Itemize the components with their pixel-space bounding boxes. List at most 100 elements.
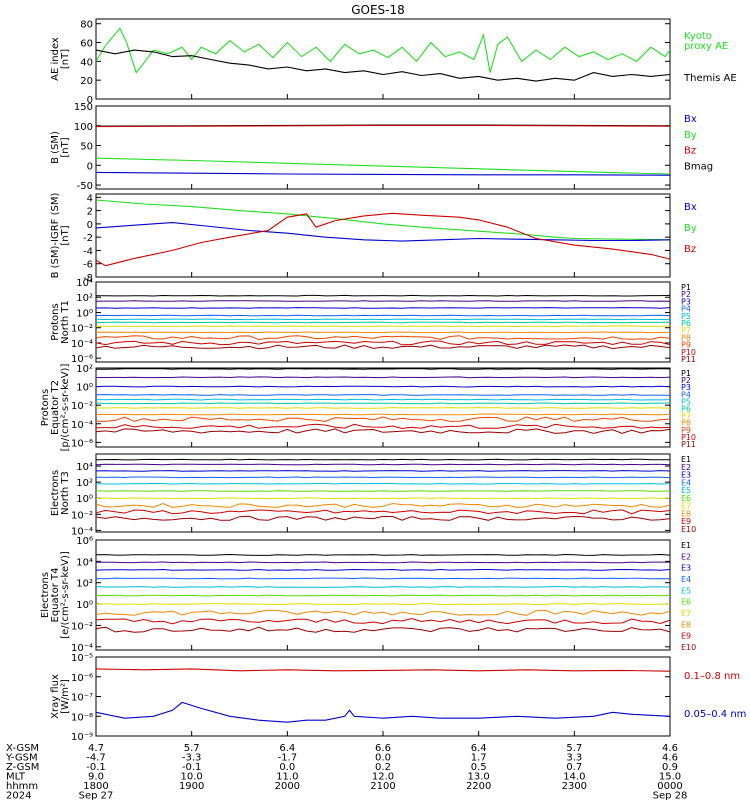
series-line: [95, 318, 671, 321]
legend-label: P3: [681, 383, 691, 392]
y-tick-label: 10²: [76, 293, 93, 304]
y-tick-label: 10⁴: [76, 462, 93, 473]
x-row-label: MLT: [6, 772, 26, 783]
legend-label: P4: [681, 305, 691, 314]
series-line: [95, 463, 671, 466]
y-axis-label: Electrons: [40, 572, 51, 618]
legend-label: Bz: [684, 244, 696, 255]
legend-label: E8: [681, 509, 691, 518]
y-tick-label: 10⁻⁴: [71, 643, 93, 654]
legend-label: P2: [681, 376, 691, 385]
legend-label: Bx: [684, 114, 697, 125]
series-line: [95, 515, 671, 521]
series-line: [95, 307, 671, 309]
y-axis-label: B (SM): [50, 131, 61, 164]
series-line: [95, 509, 671, 515]
series-line: [95, 27, 671, 74]
y-tick-label: 10⁻⁴: [71, 339, 93, 350]
y-tick-label: 50: [80, 142, 93, 153]
series-line: [95, 416, 671, 422]
y-axis-label: Equator T4: [50, 568, 61, 623]
legend-label: P9: [681, 341, 691, 350]
y-tick-label: 20: [80, 76, 93, 87]
series-line: [95, 157, 671, 175]
y-tick-label: 10⁻⁴: [71, 526, 93, 537]
legend-label: Bz: [684, 146, 696, 157]
legend-label: P3: [681, 297, 691, 306]
y-tick-label: 10²: [76, 579, 93, 590]
x-row-value: 15.0: [659, 772, 681, 783]
series-line: [95, 300, 671, 302]
y-tick-label: 10⁻⁶: [71, 438, 93, 449]
x-row-value: -3.3: [182, 753, 202, 764]
x-row-value: 0.7: [566, 762, 582, 773]
y-tick-label: 10²: [76, 364, 93, 375]
y-tick-label: 60: [80, 39, 93, 50]
panel-8: 10⁻⁹ 10⁻⁸ 10⁻⁷ 10⁻⁶ 10⁻⁵ Xray flux [W/m²] 0.1–0…: [50, 653, 746, 743]
x-row-label: Z-GSM: [6, 762, 39, 773]
series-line: [95, 553, 671, 556]
series-line: [95, 594, 671, 597]
x-row-value: 4.7: [88, 743, 104, 754]
x-row-value: 13.0: [468, 772, 490, 783]
legend-label: P5: [681, 312, 691, 321]
x-row-value: -1.7: [278, 753, 298, 764]
legend-label: E8: [681, 620, 691, 629]
y-axis-label: [nT]: [60, 49, 71, 69]
series-line: [95, 171, 671, 176]
x-row-value: 4.6: [662, 743, 678, 754]
series-line: [95, 626, 671, 633]
legend-label: P8: [681, 419, 691, 428]
y-tick-label: 10⁰: [76, 494, 93, 505]
panel-6: 10⁻⁴ 10⁻² 10⁰ 10² 10⁴ Electrons North T3 E1E2E3…: [50, 453, 696, 537]
x-row-value: 14.0: [563, 772, 585, 783]
y-tick-label: 10²: [76, 478, 93, 489]
y-tick-label: 10⁻⁶: [71, 673, 93, 684]
y-axis-label: AE index: [50, 37, 61, 81]
y-axis-label: Xray flux: [50, 674, 61, 719]
x-row-value: 2200: [466, 781, 491, 792]
panel-5: 10⁻⁶ 10⁻⁴ 10⁻² 10⁰ 10² Protons Equator T2 [p/(c…: [40, 364, 696, 452]
series-line: [95, 701, 671, 723]
legend-label: E5: [681, 586, 691, 595]
y-tick-label: 100: [74, 122, 93, 133]
series-line: [95, 470, 671, 472]
x-row-value: 2100: [370, 781, 395, 792]
x-row-value: 5.7: [566, 743, 582, 754]
x-row-value: 1800: [83, 781, 108, 792]
legend-label: E6: [681, 598, 691, 607]
y-tick-label: 10⁻⁶: [71, 354, 93, 365]
series-line: [95, 428, 671, 434]
x-row-value: 10.0: [181, 772, 203, 783]
x-row-label: hhmm: [6, 781, 38, 792]
series-line: [95, 398, 671, 401]
x-row-value: -4.7: [86, 753, 106, 764]
legend-label: Bmag: [684, 161, 713, 172]
y-axis-label: [nT]: [60, 225, 71, 245]
x-row-value: 0.2: [375, 762, 391, 773]
x-row-value: 5.7: [184, 743, 200, 754]
y-tick-label: -50: [77, 181, 93, 192]
legend-label: E9: [681, 632, 691, 641]
series-line: [95, 617, 671, 625]
legend-label: E7: [681, 609, 691, 618]
series-line: [95, 586, 671, 588]
y-tick-label: 10⁻²: [71, 621, 93, 632]
series-line: [95, 199, 671, 241]
legend-label: P9: [681, 426, 691, 435]
series-line: [95, 331, 671, 334]
legend-label: Bx: [684, 202, 697, 213]
legend-label: P7: [681, 326, 691, 335]
y-tick-label: 40: [80, 57, 93, 68]
legend-label: P10: [681, 348, 696, 357]
legend-label: proxy AE: [684, 41, 728, 52]
series-line: [95, 609, 671, 616]
y-tick-label: -4: [83, 246, 93, 257]
legend-label: E1: [681, 455, 691, 464]
series-line: [95, 482, 671, 485]
series-line: [95, 603, 671, 606]
legend-label: E7: [681, 502, 691, 511]
legend-label: P11: [681, 440, 696, 449]
